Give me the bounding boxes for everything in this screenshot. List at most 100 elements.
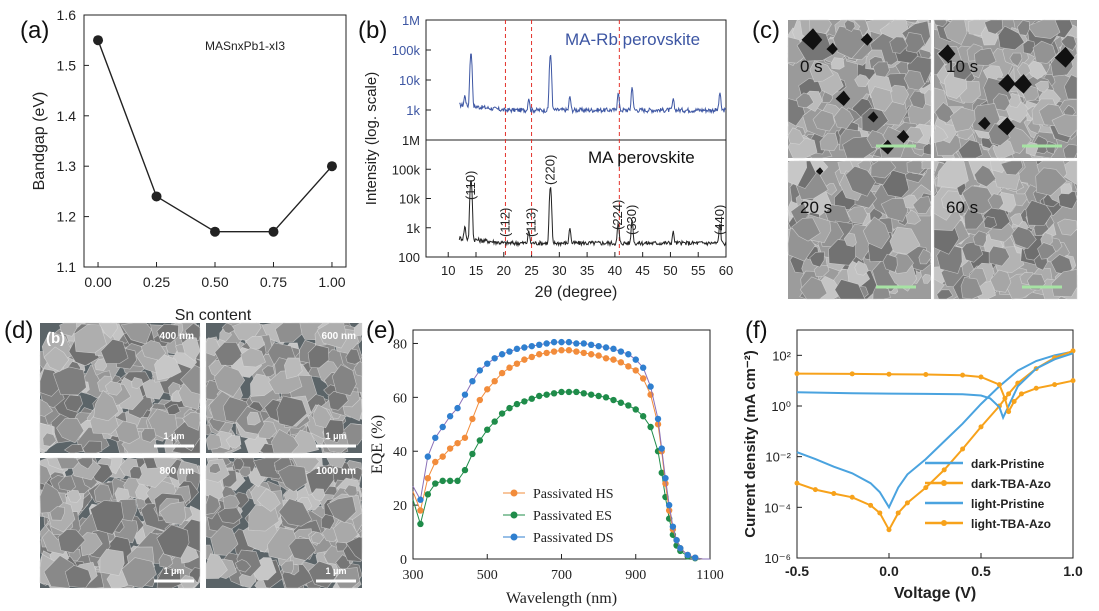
grain [99, 548, 125, 576]
jv-marker [1002, 395, 1008, 401]
grain [140, 340, 167, 361]
grain [787, 160, 808, 186]
grain [974, 47, 997, 66]
bandgap-line [97, 39, 333, 233]
y-tick-label: 1.2 [57, 209, 77, 225]
x-tick-label: -0.5 [785, 563, 809, 579]
pinhole [835, 90, 851, 106]
series-label-ma-rb: MA-Rb perovskite [565, 30, 700, 49]
grain [353, 361, 363, 377]
scale-label: 1 μm [325, 566, 346, 576]
jv-marker [868, 502, 874, 508]
grain [63, 394, 83, 413]
y-tick-label: 100k [392, 43, 421, 58]
x-tick-label: 1.0 [1063, 563, 1083, 579]
eqe-point [550, 348, 558, 355]
grain [283, 357, 303, 380]
pinhole [860, 32, 873, 46]
grain [225, 435, 242, 449]
y-tick-label: 100k [392, 162, 421, 177]
jv-marker [960, 446, 966, 452]
x-tick-label: 0.75 [260, 274, 287, 290]
panel-label: (a) [20, 17, 49, 44]
grain [834, 279, 866, 300]
grain [153, 457, 178, 471]
formula-annotation: MASnxPb1-xI3 [205, 39, 285, 53]
sem-image [933, 160, 1078, 300]
grain [39, 398, 54, 417]
y-tick-label: 60 [393, 391, 407, 406]
eqe-point [498, 369, 506, 377]
eqe-point [691, 554, 699, 561]
eqe-point [536, 351, 543, 358]
grain [93, 390, 120, 422]
grain [82, 440, 103, 454]
grain [989, 269, 1012, 293]
grain [870, 160, 897, 179]
legend-label: Passivated ES [533, 509, 612, 524]
x-axis-label: 2θ (degree) [535, 284, 618, 301]
scale-label: 1 μm [163, 566, 184, 576]
eqe-point [662, 480, 669, 487]
x-tick-label: 0.25 [143, 274, 170, 290]
time-label: 60 s [946, 198, 978, 217]
x-tick-label: 15 [469, 263, 483, 278]
grain [862, 216, 891, 250]
eqe-point [424, 453, 432, 460]
eqe-point [432, 434, 439, 441]
grain [949, 106, 976, 133]
jv-marker [996, 382, 1002, 388]
grain [58, 475, 76, 492]
grain [42, 432, 57, 447]
pinhole [1054, 46, 1075, 68]
panel-c-sem-grid: 0 s 10 s 20 s 60 s (c) [748, 0, 1099, 310]
grain [52, 366, 87, 396]
jv-marker [794, 371, 800, 377]
pinhole [998, 74, 1016, 93]
y-tick-label: 1.6 [57, 7, 77, 23]
eqe-point [498, 410, 506, 417]
grain [353, 322, 363, 337]
x-axis-label: Voltage (V) [894, 585, 976, 602]
grain [254, 579, 267, 589]
y-tick-label: 10² [772, 348, 791, 363]
grain [961, 185, 998, 215]
grain [819, 132, 839, 151]
jv-marker [886, 371, 892, 377]
pinhole [997, 117, 1016, 136]
eqe-point [446, 413, 454, 420]
eqe-point [513, 400, 521, 408]
eqe-line-0 [412, 349, 710, 560]
grain [809, 60, 834, 83]
grain [988, 245, 1010, 267]
pinhole [867, 111, 879, 123]
eqe-point [491, 355, 498, 362]
grain [1009, 52, 1023, 67]
grain [870, 86, 893, 112]
time-label: 0 s [800, 57, 823, 76]
grain [159, 501, 187, 525]
eqe-point [580, 340, 587, 347]
eqe-point [558, 347, 565, 354]
eqe-point [665, 501, 673, 509]
panel-label: (e) [366, 317, 395, 344]
eqe-point [610, 345, 617, 353]
grain [66, 489, 82, 503]
grain [923, 143, 932, 156]
jv-marker [904, 500, 910, 506]
eqe-point [521, 398, 528, 405]
panel-a-x-axis-label: Sn content [175, 308, 252, 324]
grain [905, 209, 922, 225]
eqe-point [632, 367, 639, 374]
grain [158, 552, 174, 569]
peak-label: (112) [497, 208, 512, 237]
eqe-point [617, 348, 625, 355]
peak-label: (220) [542, 155, 557, 185]
pinhole [815, 167, 824, 176]
jv-marker [1070, 378, 1076, 384]
legend-label: dark-TBA-Azo [971, 477, 1051, 491]
x-tick-label: 0.5 [971, 563, 991, 579]
jv-marker [978, 424, 984, 430]
y-tick-label: 1k [406, 103, 420, 118]
peak-label: (224) [610, 200, 625, 230]
